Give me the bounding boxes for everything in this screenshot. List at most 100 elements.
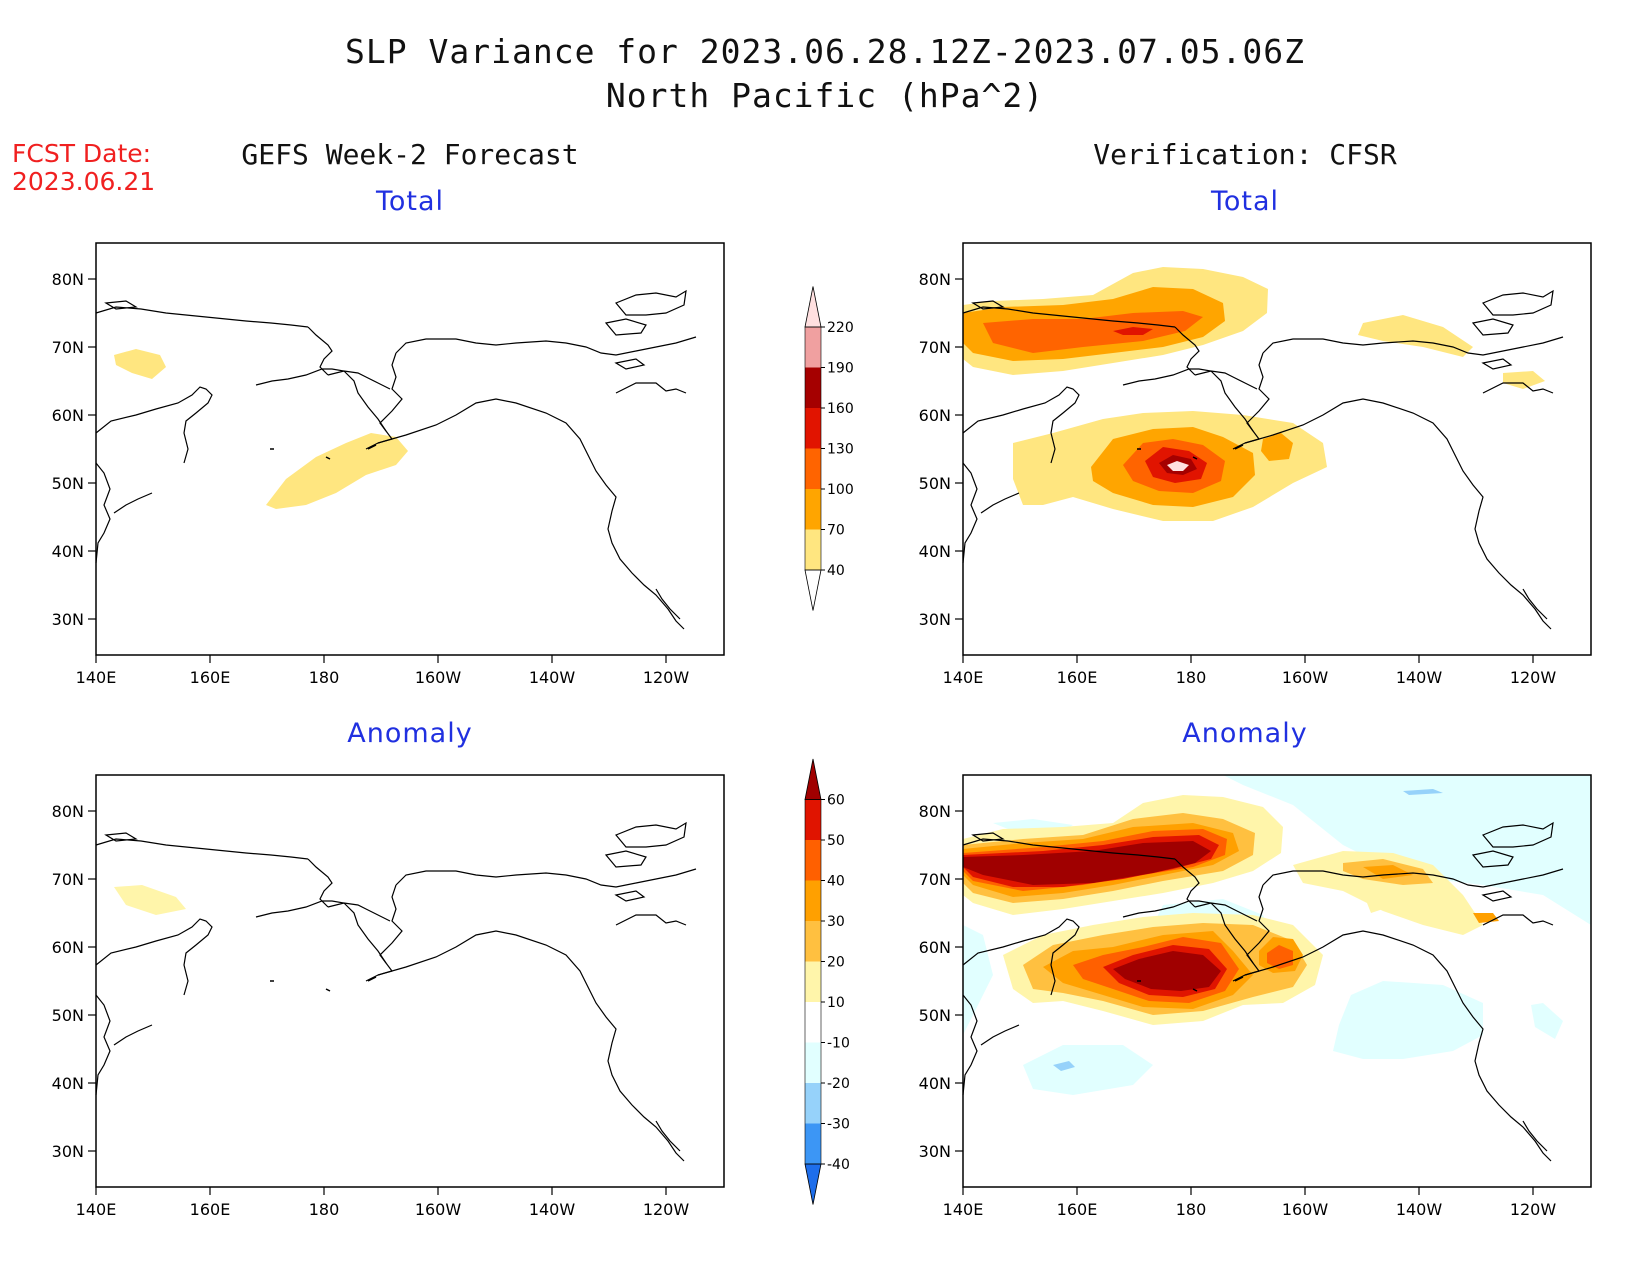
lon-tick-label: 160W: [1282, 668, 1329, 687]
colorbar-cap-bottom: [804, 569, 822, 611]
colorbar-cap-top: [804, 758, 822, 800]
right-anomaly-title: Anomaly: [1182, 718, 1308, 749]
right-column-title: Verification: CFSR: [1093, 138, 1397, 171]
lon-tick-label: 160W: [415, 1200, 462, 1219]
main-title: SLP Variance for 2023.06.28.12Z-2023.07.…: [345, 32, 1305, 71]
lon-tick-label: 140E: [943, 668, 984, 687]
colorbar-segment: [805, 408, 821, 449]
colorbars: 40 70 100 130 160 190 220 -40 -30 -20 -10 10 20 30 40 5…: [804, 286, 854, 1205]
colorbar-segment: [805, 921, 821, 962]
lat-tick-label: 30N: [52, 1142, 84, 1161]
map-verification-total: [962, 242, 1592, 656]
lon-tick-label: 140W: [529, 1200, 576, 1219]
colorbar-segment: [805, 840, 821, 881]
colorbar-segment: [805, 799, 821, 840]
lon-tick-label: 140W: [1396, 1200, 1443, 1219]
lon-tick-label: 120W: [643, 668, 690, 687]
lon-tick-label: 160E: [190, 1200, 231, 1219]
colorbar-segment: [805, 1123, 821, 1164]
colorbar-anomaly: -40 -30 -20 -10 10 20 30 40 50 60: [804, 758, 850, 1205]
lat-tick-label: 70N: [919, 338, 951, 357]
variance-contour-region: [114, 349, 166, 379]
lon-tick-label: 120W: [643, 1200, 690, 1219]
colorbar-label: 220: [827, 320, 854, 336]
lon-tick-label: 120W: [1510, 668, 1557, 687]
lon-tick-label: 180: [1176, 668, 1207, 687]
colorbar-label: 20: [827, 955, 845, 971]
colorbar-label: 70: [827, 523, 845, 539]
lon-tick-label: 180: [309, 668, 340, 687]
colorbar-label: 10: [827, 995, 845, 1011]
variance-contour-region: [266, 433, 408, 509]
lon-tick-label: 180: [309, 1200, 340, 1219]
lon-tick-label: 160W: [415, 668, 462, 687]
colorbar-cap-bottom: [804, 1163, 822, 1205]
colorbar-segment: [805, 448, 821, 489]
lon-tick-label: 160E: [1057, 1200, 1098, 1219]
colorbar-segment: [805, 1042, 821, 1083]
axis-labels: 140E 160E 180 160W 140W 120W 80N 70N 60N 50N 40N 30…: [52, 270, 1557, 1219]
lon-tick-label: 140W: [1396, 668, 1443, 687]
subtitle: North Pacific (hPa^2): [605, 76, 1045, 115]
colorbar-label: 30: [827, 914, 845, 930]
colorbar-label: -20: [827, 1076, 850, 1092]
lat-tick-label: 80N: [919, 270, 951, 289]
colorbar-segment: [805, 961, 821, 1002]
colorbar-segment: [805, 327, 821, 368]
lat-tick-label: 50N: [919, 474, 951, 493]
lon-tick-label: 160E: [1057, 668, 1098, 687]
colorbar-label: 50: [827, 833, 845, 849]
lat-tick-label: 70N: [52, 338, 84, 357]
colorbar-segment: [805, 880, 821, 921]
lon-tick-label: 120W: [1510, 1200, 1557, 1219]
lon-tick-label: 160E: [190, 668, 231, 687]
colorbar-label: -40: [827, 1157, 850, 1173]
lon-tick-label: 160W: [1282, 1200, 1329, 1219]
lat-tick-label: 40N: [919, 1074, 951, 1093]
lat-tick-label: 80N: [52, 802, 84, 821]
colorbar-segment: [805, 489, 821, 530]
lat-tick-label: 40N: [919, 542, 951, 561]
lat-tick-label: 40N: [52, 542, 84, 561]
colorbar-total: 40 70 100 130 160 190 220: [804, 286, 854, 611]
lat-tick-label: 60N: [52, 406, 84, 425]
lat-tick-label: 50N: [919, 1006, 951, 1025]
lat-tick-label: 80N: [919, 802, 951, 821]
lat-tick-label: 40N: [52, 1074, 84, 1093]
colorbar-label: -30: [827, 1117, 850, 1133]
lon-tick-label: 140E: [76, 668, 117, 687]
colorbar-segment: [805, 367, 821, 408]
lat-tick-label: 80N: [52, 270, 84, 289]
lon-tick-label: 140W: [529, 668, 576, 687]
lat-tick-label: 30N: [919, 1142, 951, 1161]
colorbar-label: 160: [827, 401, 854, 417]
left-anomaly-title: Anomaly: [347, 718, 473, 749]
colorbar-segment: [805, 1002, 821, 1043]
map-forecast-total: [95, 242, 725, 656]
forecast-date-label: FCST Date:: [12, 139, 152, 168]
lat-tick-label: 60N: [919, 406, 951, 425]
forecast-date-value: 2023.06.21: [12, 167, 156, 196]
colorbar-label: 190: [827, 361, 854, 377]
colorbar-segment: [805, 529, 821, 570]
lon-tick-label: 140E: [76, 1200, 117, 1219]
right-total-title: Total: [1210, 186, 1280, 217]
lon-tick-label: 140E: [943, 1200, 984, 1219]
left-column-title: GEFS Week-2 Forecast: [241, 138, 579, 171]
lon-tick-label: 180: [1176, 1200, 1207, 1219]
left-total-title: Total: [375, 186, 445, 217]
colorbar-label: 40: [827, 874, 845, 890]
colorbar-cap-top: [804, 286, 822, 328]
colorbar-label: 100: [827, 482, 854, 498]
lat-tick-label: 70N: [52, 870, 84, 889]
colorbar-label: 40: [827, 563, 845, 579]
lat-tick-label: 30N: [919, 610, 951, 629]
colorbar-label: -10: [827, 1036, 850, 1052]
lat-tick-label: 50N: [52, 1006, 84, 1025]
map-forecast-anomaly: [95, 774, 725, 1188]
map-verification-anomaly: [962, 774, 1592, 1188]
lat-tick-label: 60N: [919, 938, 951, 957]
lat-tick-label: 70N: [919, 870, 951, 889]
colorbar-label: 60: [827, 793, 845, 809]
